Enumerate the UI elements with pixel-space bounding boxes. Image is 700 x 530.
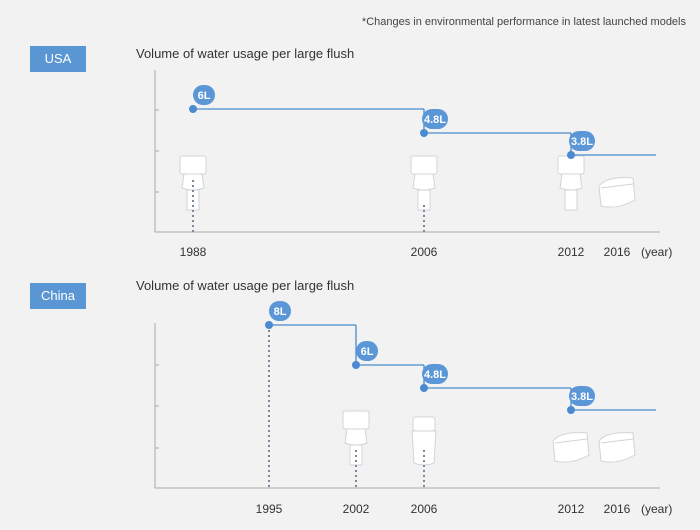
x-axis-unit: (year): [641, 502, 672, 516]
toilet-pedestal: [564, 189, 578, 211]
usa-chart-title: Volume of water usage per large flush: [136, 46, 355, 61]
toilet-seat-line: [554, 438, 588, 444]
toilet-bowl: [412, 173, 436, 191]
toilet-bowl: [411, 430, 437, 466]
china-chart-title: Volume of water usage per large flush: [136, 278, 355, 293]
footnote: *Changes in environmental performance in…: [361, 16, 686, 28]
one-piece-toilet-icon: [411, 416, 437, 466]
china-water-usage-chart: 8L 6L 4.8L 3.8L 1995 2002 2006 2012 2016 (year): [154, 301, 672, 516]
x-tick-label: 1988: [180, 245, 207, 259]
value-badge: [422, 364, 448, 384]
toilet-tank: [342, 410, 370, 430]
value-badge: [356, 341, 378, 361]
toilet-body: [598, 432, 636, 463]
data-point: [189, 105, 197, 113]
tank-toilet-icon: [410, 155, 438, 211]
value-badge-label: 8L: [274, 306, 287, 318]
data-point: [352, 361, 360, 369]
value-badge-label: 6L: [361, 346, 374, 358]
data-point: [420, 129, 428, 137]
toilet-seat-line: [600, 183, 634, 189]
toilet-tank: [179, 155, 207, 175]
data-point: [420, 384, 428, 392]
x-tick-label: 2012: [558, 245, 585, 259]
region-label-usa: USA: [30, 46, 86, 72]
toilet-tank: [412, 416, 436, 432]
x-tick-label: 2016: [604, 245, 631, 259]
tankless-toilet-icon: [598, 177, 636, 208]
value-badge-label: 6L: [198, 90, 211, 102]
value-badge: [193, 85, 215, 105]
toilet-bowl: [559, 173, 583, 191]
value-badge: [569, 131, 595, 151]
value-badge-label: 3.8L: [571, 136, 593, 148]
data-point: [265, 321, 273, 329]
x-tick-label: 2002: [343, 502, 370, 516]
tank-toilet-icon: [557, 155, 585, 211]
value-badge: [269, 301, 291, 321]
x-tick-label: 2012: [558, 502, 585, 516]
value-badge-label: 4.8L: [424, 114, 446, 126]
value-badge: [569, 386, 595, 406]
x-tick-label: 2006: [411, 502, 438, 516]
toilet-bowl: [344, 428, 368, 446]
region-label-china: China: [30, 283, 86, 309]
toilet-tank: [410, 155, 438, 175]
usa-water-usage-chart: 6L 4.8L 3.8L 1988 2006 2012 2016 (year): [154, 70, 672, 259]
x-tick-label: 1995: [256, 502, 283, 516]
x-axis-unit: (year): [641, 245, 672, 259]
tank-toilet-icon: [342, 410, 370, 466]
value-badge: [422, 109, 448, 129]
x-tick-label: 2006: [411, 245, 438, 259]
value-badge-label: 4.8L: [424, 369, 446, 381]
toilet-body: [598, 177, 636, 208]
toilet-body: [552, 432, 590, 463]
toilet-seat-line: [600, 438, 634, 444]
value-badge-label: 3.8L: [571, 391, 593, 403]
data-point: [567, 151, 575, 159]
tankless-toilet-icon: [598, 432, 636, 463]
data-point: [567, 406, 575, 414]
x-tick-label: 2016: [604, 502, 631, 516]
tankless-toilet-icon: [552, 432, 590, 463]
